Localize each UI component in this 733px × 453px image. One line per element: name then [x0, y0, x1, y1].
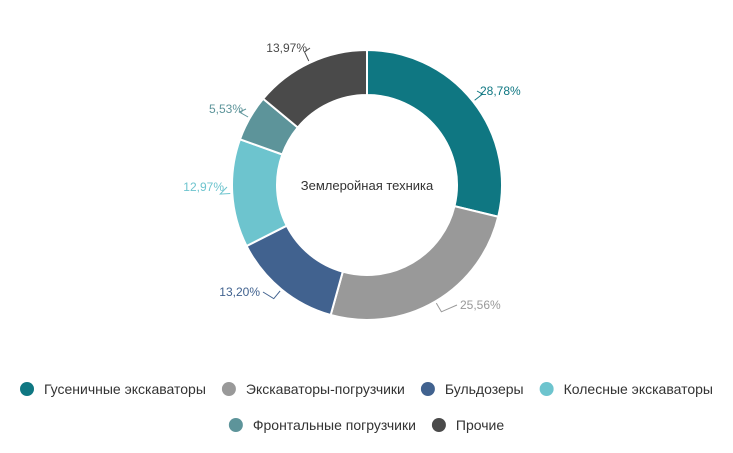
- legend-label-1: Экскаваторы-погрузчики: [246, 381, 405, 397]
- leader-line-2: [262, 290, 281, 300]
- leader-line-5: [303, 47, 311, 62]
- legend-dot-5: [431, 418, 446, 432]
- percent-label-5: 13,97%: [266, 41, 307, 55]
- slices-group: [231, 48, 503, 321]
- leader-line-3: [219, 186, 231, 195]
- legend-item-2[interactable]: Бульдозеры: [420, 381, 524, 397]
- percent-label-3: 12,97%: [183, 180, 224, 194]
- leader-lines-group: [219, 47, 484, 313]
- percent-label-0: 28,78%: [480, 84, 521, 98]
- legend-item-5[interactable]: Прочие: [431, 417, 504, 433]
- legend-dot-3: [539, 382, 554, 396]
- percent-label-1: 25,56%: [460, 298, 501, 312]
- legend-label-2: Бульдозеры: [445, 381, 524, 397]
- donut-slice-0[interactable]: [366, 48, 503, 218]
- legend-label-0: Гусеничные экскаваторы: [44, 381, 206, 397]
- donut-slice-3[interactable]: [231, 137, 289, 248]
- legend: Гусеничные экскаваторы Экскаваторы-погруз…: [20, 381, 713, 433]
- legend-dot-1: [221, 382, 236, 396]
- leader-line-0: [474, 90, 484, 101]
- leader-line-1: [435, 302, 458, 313]
- legend-item-1[interactable]: Экскаваторы-погрузчики: [221, 381, 405, 397]
- legend-item-0[interactable]: Гусеничные экскаваторы: [20, 381, 206, 397]
- legend-label-5: Прочие: [456, 417, 504, 433]
- percent-label-2: 13,20%: [219, 285, 260, 299]
- legend-dot-4: [228, 418, 243, 432]
- legend-item-3[interactable]: Колесные экскаваторы: [539, 381, 713, 397]
- legend-label-4: Фронтальные погрузчики: [253, 417, 416, 433]
- legend-item-4[interactable]: Фронтальные погрузчики: [228, 417, 416, 433]
- legend-dot-2: [420, 382, 435, 396]
- donut-slice-5[interactable]: [261, 48, 368, 129]
- legend-label-3: Колесные экскаваторы: [564, 381, 713, 397]
- percent-labels-group: 28,78% 25,56% 13,20% 12,97% 5,53% 13,97%: [183, 41, 521, 312]
- center-label: Землеройная техника: [301, 178, 434, 193]
- percent-label-4: 5,53%: [209, 102, 243, 116]
- legend-dot-0: [20, 382, 35, 396]
- leader-line-4: [238, 108, 249, 118]
